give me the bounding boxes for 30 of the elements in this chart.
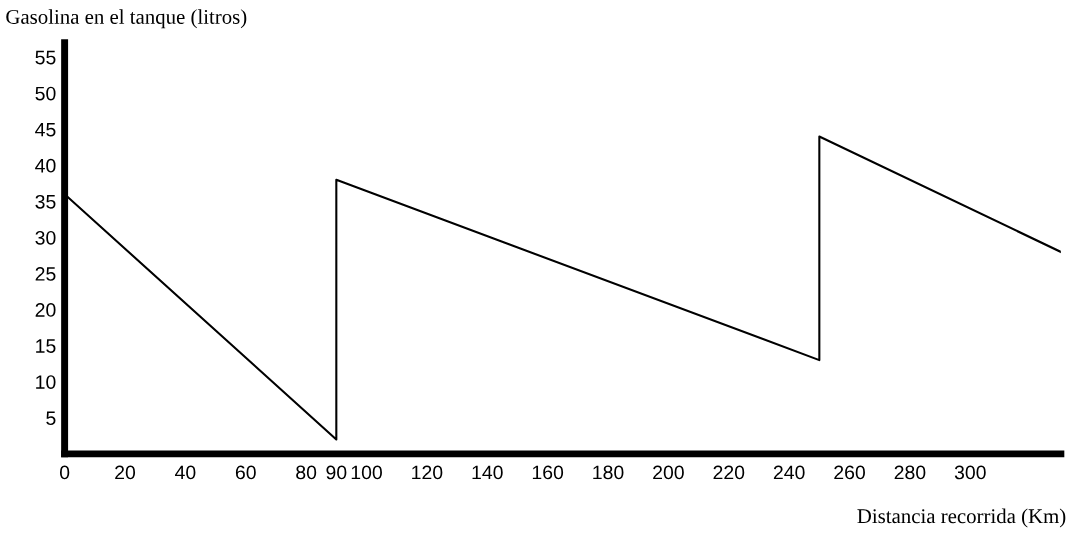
y-tick-label: 55 [35, 50, 56, 65]
y-tick-label: 15 [36, 339, 56, 353]
y-tick-label: 30 [35, 230, 56, 245]
y-tick-label: 45 [35, 122, 56, 137]
x-tick-label: 20 [115, 465, 136, 480]
x-tick-label: 220 [713, 465, 745, 480]
x-tick-label: 40 [175, 465, 196, 480]
y-tick-label: 35 [35, 194, 56, 209]
x-tick-label: 300 [954, 465, 986, 480]
x-tick-label: 80 [296, 465, 317, 480]
x-tick-label: 180 [593, 465, 624, 480]
x-tick-label: 100 [351, 465, 382, 480]
y-tick-label: 40 [35, 158, 56, 173]
x-tick-label: 60 [235, 465, 256, 480]
x-tick-label: 160 [532, 465, 564, 480]
x-tick-label: 240 [773, 465, 805, 480]
y-tick-label: 10 [36, 375, 56, 389]
x-tick-label: 260 [834, 465, 865, 480]
x-tick-label: 140 [472, 465, 503, 480]
x-tick-label: 90 [326, 465, 347, 480]
x-tick-label: 200 [653, 465, 684, 480]
y-tick-label: 5 [46, 411, 56, 426]
y-axis-title: Gasolina en el tanque (litros) [6, 9, 247, 29]
y-tick-label: 20 [35, 303, 56, 317]
y-tick-label: 25 [35, 267, 56, 281]
x-tick-label: 0 [59, 465, 70, 480]
y-tick-label: 50 [35, 86, 56, 101]
x-tick-label: 280 [894, 465, 926, 480]
x-axis-title: Distancia recorrida (Km) [857, 508, 1066, 528]
x-tick-label: 120 [412, 465, 443, 480]
